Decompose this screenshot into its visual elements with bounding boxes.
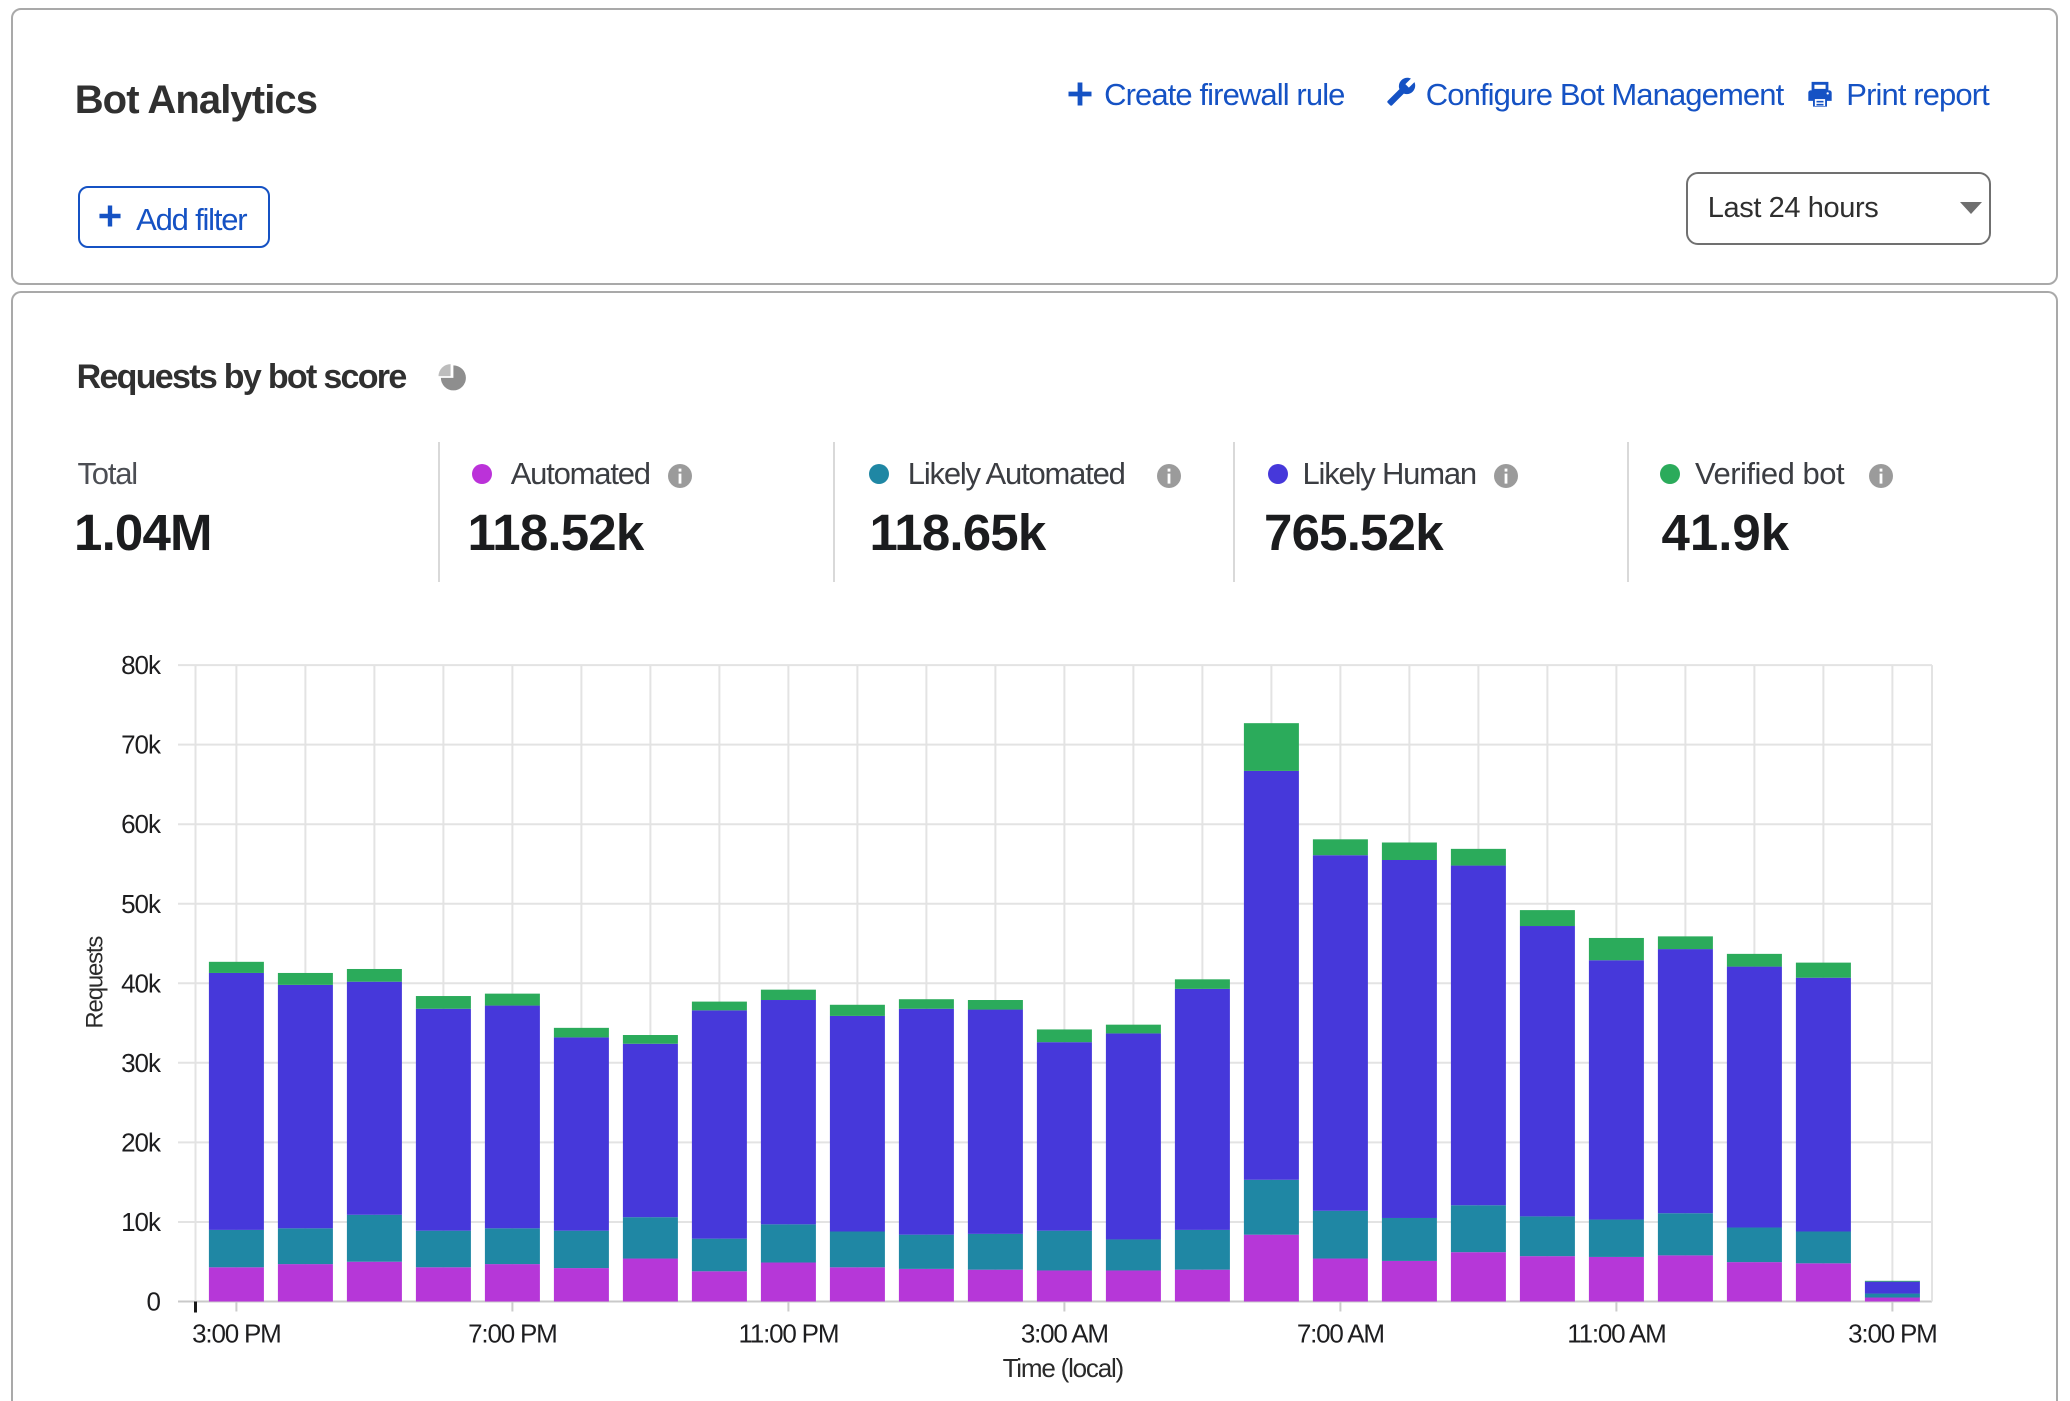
svg-text:30k: 30k	[121, 1048, 162, 1078]
svg-text:70k: 70k	[121, 730, 162, 760]
svg-text:20k: 20k	[121, 1127, 162, 1157]
svg-text:0: 0	[147, 1287, 161, 1317]
svg-text:60k: 60k	[121, 809, 162, 839]
svg-text:3:00 PM: 3:00 PM	[192, 1319, 280, 1349]
svg-text:Requests: Requests	[82, 936, 109, 1029]
svg-text:Time (local): Time (local)	[1003, 1353, 1124, 1383]
svg-text:7:00 PM: 7:00 PM	[468, 1319, 556, 1349]
svg-text:11:00 AM: 11:00 AM	[1567, 1319, 1665, 1349]
svg-text:50k: 50k	[121, 889, 162, 919]
svg-text:11:00 PM: 11:00 PM	[739, 1319, 839, 1349]
svg-text:80k: 80k	[121, 650, 162, 680]
svg-text:10k: 10k	[121, 1207, 162, 1237]
svg-text:3:00 PM: 3:00 PM	[1848, 1319, 1936, 1349]
svg-text:40k: 40k	[121, 968, 162, 998]
svg-text:3:00 AM: 3:00 AM	[1021, 1319, 1108, 1349]
svg-text:7:00 AM: 7:00 AM	[1297, 1319, 1384, 1349]
